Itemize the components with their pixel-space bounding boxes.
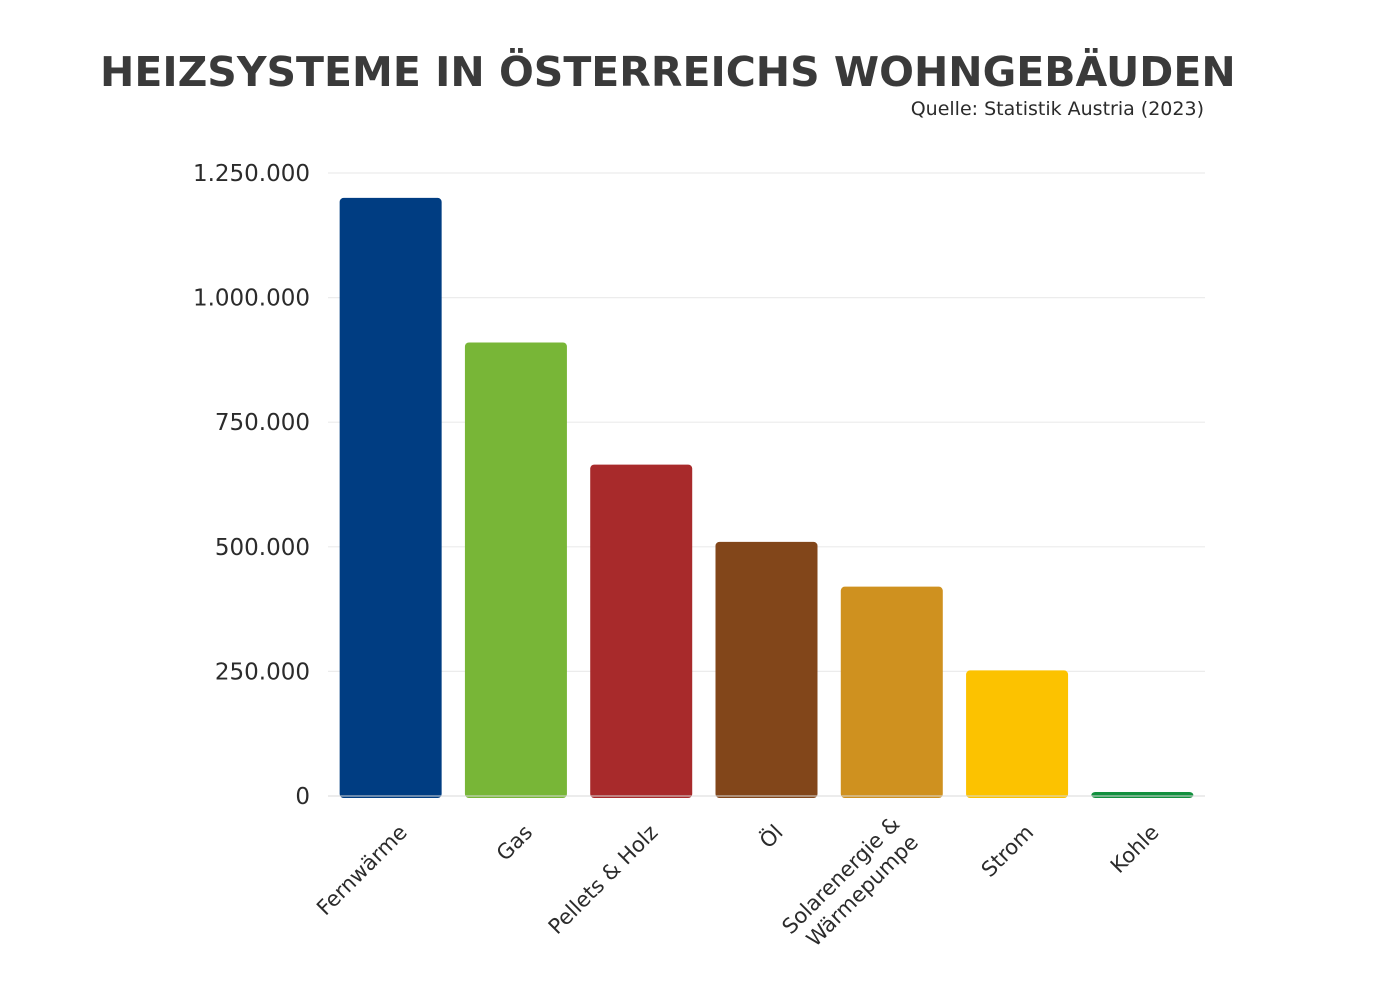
bar: [590, 464, 693, 798]
y-tick-label: 500.000: [215, 535, 310, 561]
x-tick-label-line: Pellets & Holz: [544, 820, 663, 939]
chart-source: Quelle: Statistik Austria (2023): [910, 98, 1204, 120]
y-tick-label: 1.000.000: [193, 286, 310, 312]
bar: [966, 670, 1069, 798]
y-tick-label: 1.250.000: [193, 161, 310, 187]
y-tick-label: 0: [295, 784, 310, 810]
x-tick-label: Fernwärme: [312, 820, 412, 920]
y-tick-label: 750.000: [215, 410, 310, 436]
x-axis-ticks: Fernwärme Gas Pellets & Holz ÖlSolarenergie…: [312, 812, 1164, 957]
y-tick-label: 250.000: [215, 659, 310, 685]
x-tick-label: Solarenergie &Wärmepumpe: [777, 812, 922, 957]
y-axis-ticks: 0 250.000 500.000 750.000 1.000.000 1.250.000: [193, 161, 310, 810]
x-tick-label: Öl: [754, 820, 787, 853]
x-tick-label-line: Fernwärme: [312, 820, 412, 920]
bar: [840, 586, 943, 798]
x-tick-label-line: Strom: [977, 820, 1039, 882]
x-tick-label-line: Öl: [754, 820, 787, 853]
bar: [464, 342, 567, 798]
x-tick-label-line: Kohle: [1106, 820, 1164, 878]
bar: [339, 197, 442, 799]
bar: [1091, 792, 1194, 798]
x-tick-label: Pellets & Holz: [544, 820, 663, 939]
x-tick-label: Kohle: [1106, 820, 1164, 878]
chart-title: HEIZSYSTEME IN ÖSTERREICHS WOHNGEBÄUDEN: [100, 48, 1236, 96]
x-tick-label: Strom: [977, 820, 1039, 882]
x-tick-label: Gas: [492, 820, 537, 865]
bars: [339, 197, 1194, 799]
bar: [715, 541, 818, 798]
x-tick-label-line: Gas: [492, 820, 537, 865]
